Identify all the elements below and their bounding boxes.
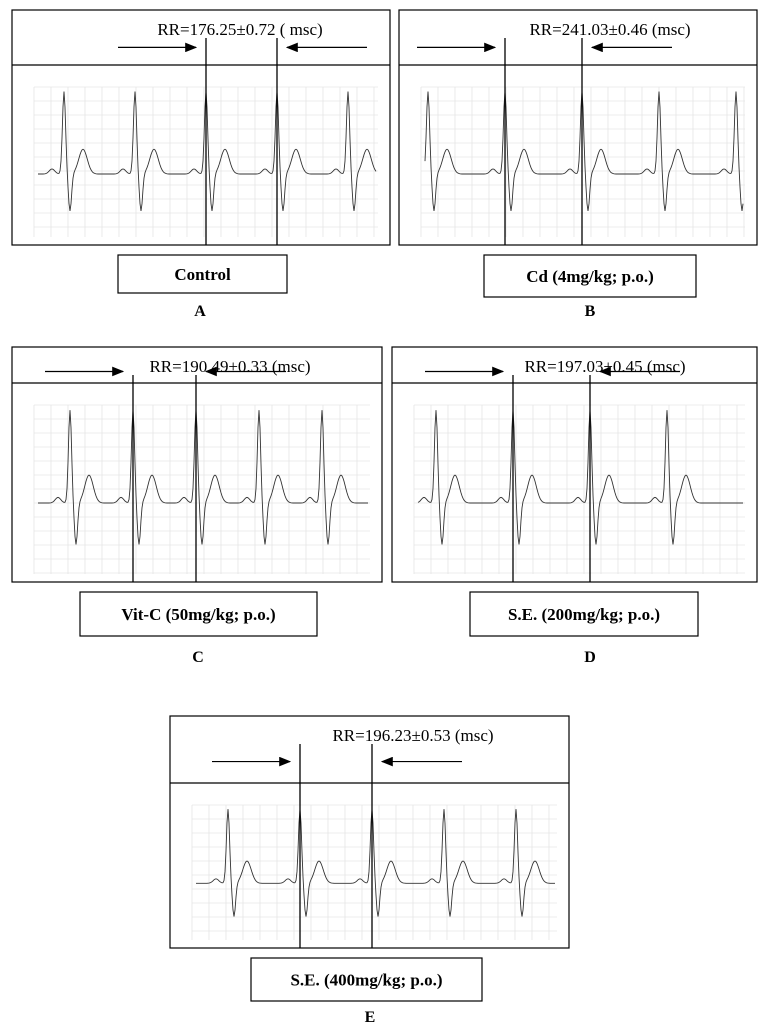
panel-letter: C — [192, 649, 204, 666]
rr-label: RR=196.23±0.53 (msc) — [332, 726, 493, 745]
panel-frame — [392, 347, 757, 582]
rr-label: RR=197.03±0.45 (msc) — [524, 357, 685, 376]
panel-frame — [399, 10, 757, 245]
caption: Control — [174, 265, 231, 284]
panel-letter: E — [365, 1009, 376, 1025]
ecg-panel: RR=176.25±0.72 ( msc) Control A — [12, 10, 390, 320]
ecg-panel: RR=190.49±0.33 (msc) Vit-C (50mg/kg; p.o.… — [12, 347, 382, 666]
caption: Cd (4mg/kg; p.o.) — [526, 267, 654, 286]
ecg-panel: RR=196.23±0.53 (msc) S.E. (400mg/kg; p.o.… — [170, 716, 569, 1025]
panel-frame — [170, 716, 569, 948]
panel-letter: B — [585, 303, 596, 320]
caption: Vit-C (50mg/kg; p.o.) — [121, 605, 275, 624]
rr-label: RR=190.49±0.33 (msc) — [149, 357, 310, 376]
panel-frame — [12, 10, 390, 245]
panel-letter: A — [194, 303, 206, 320]
rr-label: RR=241.03±0.46 (msc) — [529, 20, 690, 39]
figure: RR=176.25±0.72 ( msc) Control A RR=241.03±0… — [0, 0, 759, 1025]
panel-letter: D — [584, 649, 596, 666]
ecg-panel: RR=197.03±0.45 (msc) S.E. (200mg/kg; p.o.… — [392, 347, 757, 666]
rr-label: RR=176.25±0.72 ( msc) — [157, 20, 322, 39]
caption: S.E. (200mg/kg; p.o.) — [508, 605, 660, 624]
caption: S.E. (400mg/kg; p.o.) — [290, 971, 442, 990]
ecg-panel: RR=241.03±0.46 (msc) Cd (4mg/kg; p.o.) B — [399, 10, 757, 320]
